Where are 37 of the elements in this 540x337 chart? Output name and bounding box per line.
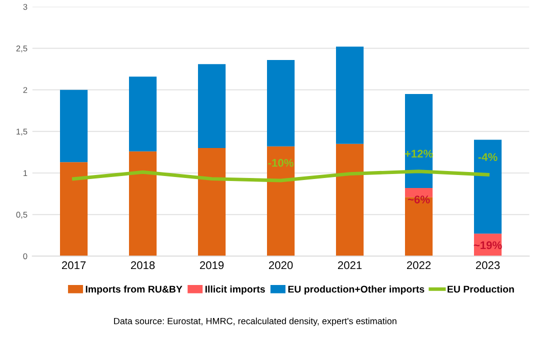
legend-label: EU Production xyxy=(448,285,514,293)
x-tick-label: 2022 xyxy=(407,261,431,270)
x-tick-label: 2018 xyxy=(131,261,155,270)
y-tick-label: 1 xyxy=(24,170,28,176)
legend-label: EU production+Other imports xyxy=(288,285,424,295)
y-tick-label: 3 xyxy=(23,4,28,10)
x-tick-label: 2019 xyxy=(200,261,224,270)
bar xyxy=(60,162,88,256)
y-tick-label: 0,5 xyxy=(16,212,28,219)
annotation: -10% xyxy=(268,158,294,167)
bar xyxy=(336,46,364,144)
legend-label: Illicit imports xyxy=(205,285,265,295)
bar xyxy=(198,64,226,148)
bar xyxy=(60,90,88,162)
bar xyxy=(129,76,157,152)
x-tick-label: 2020 xyxy=(269,261,293,270)
x-tick-label: 2021 xyxy=(338,261,362,270)
x-tick-label: 2023 xyxy=(476,261,500,270)
annotation: -4% xyxy=(478,153,498,161)
y-tick-label: 2,5 xyxy=(16,46,28,52)
bar xyxy=(405,197,433,256)
bar xyxy=(474,140,502,234)
source-note: Data source: Eurostat, HMRC, recalculated density, expert's estimation xyxy=(114,318,396,326)
y-tick-label: 0 xyxy=(23,253,28,260)
bar xyxy=(405,94,433,188)
bar xyxy=(336,144,364,256)
line-series xyxy=(72,170,490,182)
x-tick-label: 2017 xyxy=(62,261,86,270)
legend-label: Imports from RU&BY xyxy=(86,285,182,295)
bar xyxy=(198,148,226,256)
bar xyxy=(129,151,157,256)
bar xyxy=(267,146,295,256)
y-tick-label: 2 xyxy=(23,87,28,93)
bar xyxy=(267,60,295,146)
annotation: ~6% xyxy=(408,196,430,204)
bar xyxy=(405,188,433,198)
y-tick-label: 1,5 xyxy=(16,128,28,136)
